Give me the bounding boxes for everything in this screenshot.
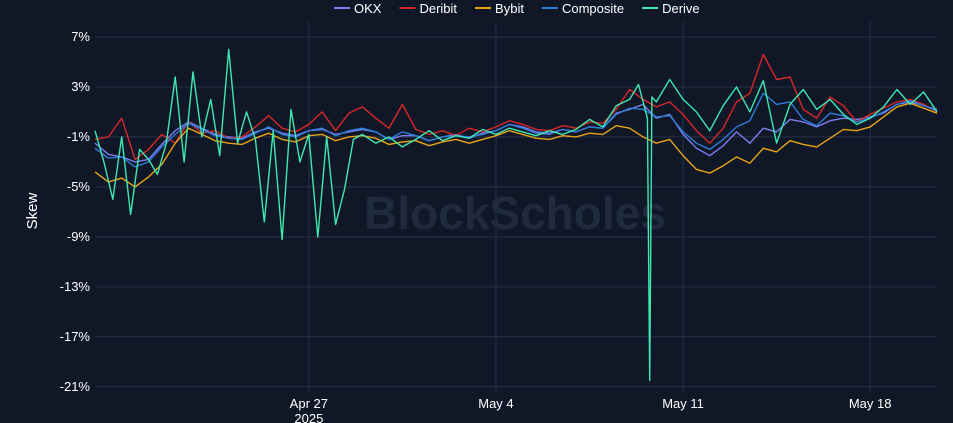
legend: OKX Deribit Bybit Composite Derive (334, 1, 700, 16)
y-tick-label: 3% (71, 79, 90, 94)
x-tick-label: May 4 (478, 396, 513, 411)
y-tick-label: 7% (71, 29, 90, 44)
y-tick-label: -9% (67, 229, 91, 244)
series-line-composite (94, 92, 938, 168)
x-tick-year-label: 2025 (294, 411, 323, 423)
series-line-deribit (94, 53, 938, 161)
y-axis-label: Skew (24, 192, 41, 229)
series-lines (94, 48, 938, 382)
y-tick-label: -5% (67, 179, 91, 194)
series-line-bybit (94, 102, 938, 188)
legend-label-bybit: Bybit (495, 1, 524, 16)
legend-label-deribit: Deribit (419, 1, 457, 16)
y-axis-ticks: 7% 3% -1% -5% -9% -13% -17% -21% (60, 29, 91, 394)
y-tick-label: -17% (60, 329, 91, 344)
y-tick-label: -13% (60, 279, 91, 294)
series-line-derive (94, 48, 938, 382)
y-tick-label: -21% (60, 379, 91, 394)
x-tick-label: May 11 (662, 396, 704, 411)
y-tick-label: -1% (67, 129, 91, 144)
x-tick-label: May 18 (849, 396, 892, 411)
watermark-logo: BlockScholes (364, 187, 666, 239)
x-tick-label: Apr 27 (290, 396, 328, 411)
legend-label-composite: Composite (562, 1, 624, 16)
legend-label-derive: Derive (662, 1, 700, 16)
legend-label-okx: OKX (354, 1, 382, 16)
